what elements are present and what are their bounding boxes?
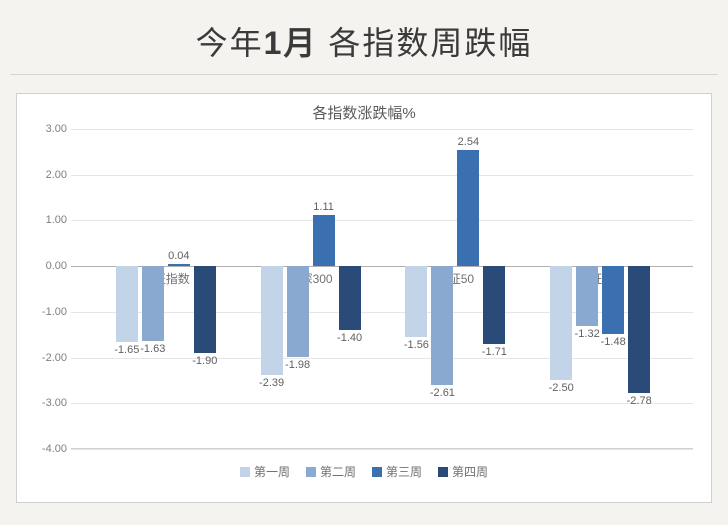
- bar-value-label: 0.04: [168, 250, 189, 262]
- gridline: [71, 175, 693, 176]
- y-axis-label: -4.00: [27, 443, 67, 455]
- gridline: [71, 266, 693, 267]
- gridline: [71, 129, 693, 130]
- title-prefix: 今年: [196, 25, 264, 61]
- gridline: [71, 312, 693, 313]
- y-axis-label: -2.00: [27, 352, 67, 364]
- legend-item: 第二周: [306, 463, 356, 480]
- legend-swatch: [438, 467, 448, 477]
- bar-value-label: -1.98: [285, 359, 310, 371]
- bar: [313, 215, 335, 266]
- bar-value-label: -1.56: [404, 339, 429, 351]
- legend-label: 第三周: [386, 465, 422, 479]
- legend-swatch: [372, 467, 382, 477]
- bar: [261, 266, 283, 375]
- bar-value-label: -2.39: [259, 377, 284, 389]
- legend-label: 第二周: [320, 465, 356, 479]
- bar-value-label: -1.32: [575, 328, 600, 340]
- legend-label: 第一周: [254, 465, 290, 479]
- bar-value-label: -1.65: [114, 344, 139, 356]
- bar-value-label: -1.71: [482, 346, 507, 358]
- legend-swatch: [240, 467, 250, 477]
- gridline: [71, 220, 693, 221]
- bar-value-label: 2.54: [458, 136, 479, 148]
- bar: [457, 150, 479, 266]
- legend: 第一周 第二周 第三周 第四周: [27, 463, 701, 480]
- y-axis-label: -3.00: [27, 397, 67, 409]
- bar: [550, 266, 572, 380]
- title-bold: 1月: [264, 25, 318, 61]
- y-axis-label: 3.00: [27, 123, 67, 135]
- legend-item: 第三周: [372, 463, 422, 480]
- bar-value-label: -2.50: [549, 382, 574, 394]
- bar: [628, 266, 650, 393]
- bar: [339, 266, 361, 330]
- bar-value-label: -1.48: [601, 336, 626, 348]
- gridline: [71, 403, 693, 404]
- bar-value-label: -1.63: [140, 343, 165, 355]
- bar-value-label: -2.61: [430, 387, 455, 399]
- bar-value-label: -2.78: [627, 395, 652, 407]
- bar: [405, 266, 427, 337]
- slide-title: 今年1月 各指数周跌幅: [0, 0, 728, 74]
- y-axis-label: 1.00: [27, 214, 67, 226]
- y-axis-label: 2.00: [27, 169, 67, 181]
- bar-value-label: 1.11: [313, 201, 334, 213]
- bar-value-label: -1.40: [337, 332, 362, 344]
- bar: [483, 266, 505, 344]
- title-divider: [10, 74, 718, 75]
- bar: [116, 266, 138, 341]
- legend-item: 第一周: [240, 463, 290, 480]
- bar-value-label: -1.90: [192, 355, 217, 367]
- legend-swatch: [306, 467, 316, 477]
- gridline: [71, 449, 693, 450]
- bar: [287, 266, 309, 357]
- chart-container: 各指数涨跌幅% 3.002.001.000.00-1.00-2.00-3.00-…: [16, 93, 712, 503]
- title-suffix: 各指数周跌幅: [317, 25, 532, 61]
- chart-title: 各指数涨跌幅%: [27, 102, 701, 123]
- bar: [168, 264, 190, 266]
- legend-item: 第四周: [438, 463, 488, 480]
- y-axis-label: 0.00: [27, 260, 67, 272]
- y-axis-label: -1.00: [27, 306, 67, 318]
- bar: [602, 266, 624, 334]
- legend-label: 第四周: [452, 465, 488, 479]
- bar: [194, 266, 216, 353]
- bar: [576, 266, 598, 326]
- plot-area: 3.002.001.000.00-1.00-2.00-3.00-4.00上证指数…: [71, 129, 693, 449]
- gridline: [71, 358, 693, 359]
- bar: [142, 266, 164, 341]
- bar: [431, 266, 453, 385]
